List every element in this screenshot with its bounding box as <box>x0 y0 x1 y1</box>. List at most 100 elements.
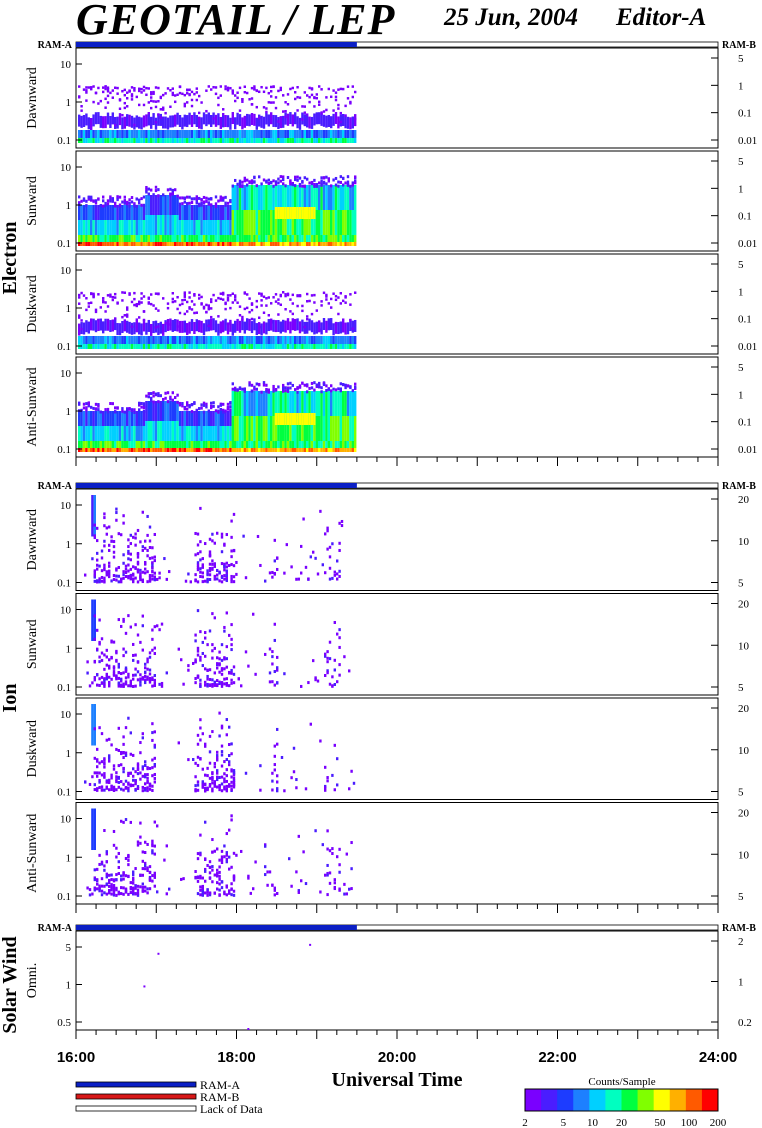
x-tick-label: 24:00 <box>699 1049 737 1066</box>
panel-frame <box>75 802 719 905</box>
colorbar-tick-label: 5 <box>561 1117 567 1128</box>
y2-tick-label: 0.1 <box>738 108 752 120</box>
colorbar-tick-label: 50 <box>654 1117 666 1128</box>
y-tick-label: 1 <box>66 852 72 864</box>
y-tick-label: 10 <box>60 162 72 174</box>
ram-b-label: RAM-B <box>722 923 756 934</box>
y-tick-label: 1 <box>66 406 72 418</box>
y-tick-label: 0.1 <box>57 787 71 799</box>
panel-1-3: Anti-Sunward 10 1 0.1 20 10 5 <box>25 802 750 905</box>
panel-0-2: Duskward 10 1 0.1 5 1 0.1 0.01 <box>25 253 757 355</box>
panel-label: Anti-Sunward <box>25 814 40 893</box>
y-tick-label: 0.1 <box>57 682 71 694</box>
panel-0-0: Dawnward 10 1 0.1 5 1 0.1 0.01 <box>25 47 757 149</box>
colorbar-segment <box>637 1089 655 1111</box>
panel-1-0: Dawnward 10 1 0.1 20 10 5 <box>25 488 750 591</box>
panel-1-2: Duskward 10 1 0.1 20 10 5 <box>25 697 750 800</box>
panel-frame <box>75 593 719 696</box>
y2-tick-label: 0.1 <box>738 314 752 326</box>
group-solar-wind: Omni. 5 1 0.5 2 1 0.2 Solar Wind <box>0 930 752 1034</box>
colorbar-segment <box>589 1089 606 1111</box>
x-tick-label: 22:00 <box>538 1049 576 1066</box>
y2-tick-label: 0.01 <box>738 341 757 353</box>
legend-swatch <box>75 1093 197 1100</box>
y-tick-label: 10 <box>60 59 72 71</box>
y-tick-label: 1 <box>66 539 72 551</box>
colorbar-tick-label: 10 <box>587 1117 599 1128</box>
y2-tick-label: 10 <box>738 640 750 652</box>
colorbar-segment <box>541 1089 558 1111</box>
legend-label: RAM-A <box>200 1078 240 1092</box>
editor-label: Editor-A <box>616 4 707 31</box>
y2-tick-label: 5 <box>738 362 744 374</box>
colorbar-segment <box>557 1089 574 1111</box>
y2-tick-label: 1 <box>738 183 744 195</box>
group-label: Electron <box>0 222 21 295</box>
colorbar-segment <box>573 1089 590 1111</box>
panel-1-1: Sunward 10 1 0.1 20 10 5 <box>25 593 750 696</box>
y2-tick-label: 5 <box>738 682 744 694</box>
group-electron: Dawnward 10 1 0.1 5 1 0.1 0.01 Sunward 10 1 0.1 5 1 0.… <box>0 47 757 458</box>
colorbar-tick-label: 2 <box>522 1117 528 1128</box>
y-tick-label: 1 <box>66 200 72 212</box>
y2-tick-label: 0.01 <box>738 444 757 456</box>
ram-a-coverage <box>76 483 357 488</box>
y2-tick-label: 1 <box>738 286 744 298</box>
page-title: GEOTAIL / LEP <box>76 0 396 44</box>
y2-tick-label: 20 <box>738 703 750 715</box>
group-ion: Dawnward 10 1 0.1 20 10 5 Sunward 10 1 0.1 20 10 5 Dus… <box>0 488 750 905</box>
y-tick-label: 0.5 <box>57 1017 71 1029</box>
y2-tick-label: 1 <box>738 389 744 401</box>
y-tick-label: 10 <box>60 368 72 380</box>
panel-2-0: Omni. 5 1 0.5 2 1 0.2 <box>25 930 752 1031</box>
y2-tick-label: 5 <box>738 891 744 903</box>
y-tick-label: 0.1 <box>57 135 71 147</box>
y2-tick-label: 0.2 <box>738 1017 752 1029</box>
colorbar-segment <box>669 1089 687 1111</box>
y2-tick-label: 1 <box>738 80 744 92</box>
panel-frame <box>75 930 719 1031</box>
colorbar-title: Counts/Sample <box>588 1076 655 1088</box>
y-tick-label: 10 <box>60 814 72 826</box>
panel-0-1: Sunward 10 1 0.1 5 1 0.1 0.01 <box>25 150 757 252</box>
y2-tick-label: 10 <box>738 849 750 861</box>
y2-tick-label: 10 <box>738 745 750 757</box>
y-tick-label: 0.1 <box>57 444 71 456</box>
y-tick-label: 0.1 <box>57 891 71 903</box>
y2-tick-label: 10 <box>738 536 750 548</box>
y2-tick-label: 0.1 <box>738 417 752 429</box>
legend-swatch <box>75 1081 197 1088</box>
date-label: 25 Jun, 2004 <box>444 4 579 31</box>
legend-label: RAM-B <box>200 1090 239 1104</box>
y2-tick-label: 0.1 <box>738 211 752 223</box>
panel-label: Dawnward <box>25 67 40 128</box>
panel-0-3: Anti-Sunward 10 1 0.1 5 1 0.1 0.01 <box>25 356 757 458</box>
panel-frame <box>75 697 719 800</box>
y-tick-label: 1 <box>66 303 72 315</box>
ram-b-label: RAM-B <box>722 481 756 492</box>
x-tick-label: 18:00 <box>217 1049 255 1066</box>
y-tick-label: 10 <box>60 500 72 512</box>
y-tick-label: 1 <box>66 980 72 992</box>
ram-a-coverage <box>76 42 357 47</box>
panel-label: Dawnward <box>25 509 40 570</box>
panel-label: Duskward <box>25 720 40 778</box>
y-tick-label: 0.1 <box>57 238 71 250</box>
y-tick-label: 10 <box>60 265 72 277</box>
panel-label: Omni. <box>25 963 40 998</box>
y2-tick-label: 0.01 <box>738 135 757 147</box>
panel-label: Sunward <box>25 619 40 669</box>
colorbar-tick-label: 100 <box>681 1117 698 1128</box>
y-tick-label: 0.1 <box>57 578 71 590</box>
y2-tick-label: 0.01 <box>738 238 757 250</box>
y2-tick-label: 5 <box>738 578 744 590</box>
ram-a-label: RAM-A <box>38 40 73 51</box>
panel-label: Anti-Sunward <box>25 367 40 446</box>
y2-tick-label: 20 <box>738 808 750 820</box>
y-tick-label: 0.1 <box>57 341 71 353</box>
y2-tick-label: 5 <box>738 787 744 799</box>
colorbar-segment <box>525 1089 542 1111</box>
y2-tick-label: 20 <box>738 599 750 611</box>
panel-frame <box>75 488 719 591</box>
